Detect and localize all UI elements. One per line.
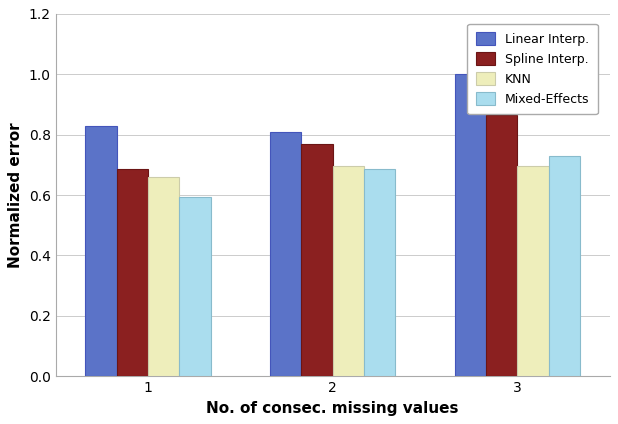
Bar: [549, 156, 580, 376]
Bar: [486, 115, 517, 376]
Bar: [117, 169, 148, 376]
Bar: [85, 126, 117, 376]
Bar: [517, 166, 549, 376]
X-axis label: No. of consec. missing values: No. of consec. missing values: [206, 401, 459, 416]
Legend: Linear Interp., Spline Interp., KNN, Mixed-Effects: Linear Interp., Spline Interp., KNN, Mix…: [467, 24, 598, 114]
Bar: [364, 169, 396, 376]
Bar: [148, 177, 179, 376]
Bar: [179, 197, 211, 376]
Bar: [302, 144, 332, 376]
Bar: [332, 166, 364, 376]
Y-axis label: Normalized error: Normalized error: [8, 122, 23, 268]
Bar: [270, 131, 302, 376]
Bar: [455, 74, 486, 376]
